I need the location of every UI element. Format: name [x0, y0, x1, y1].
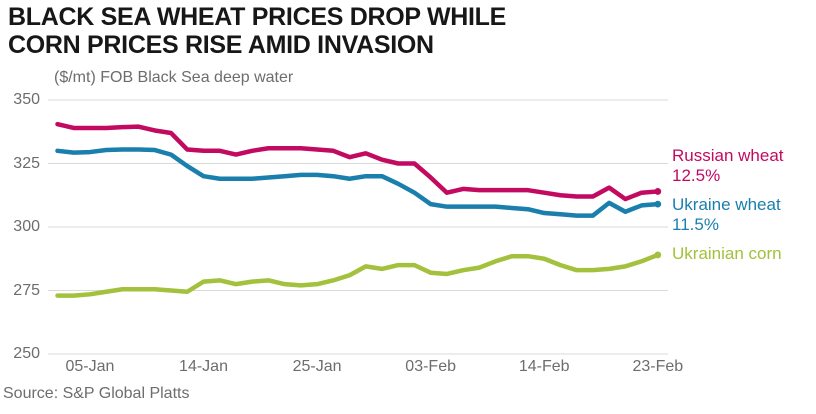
chart-title: BLACK SEA WHEAT PRICES DROP WHILE CORN P… — [8, 3, 506, 59]
y-tick-label-350: 350 — [13, 91, 40, 108]
russian-wheat-line — [55, 121, 661, 202]
x-tick-label-14-jan: 14-Jan — [179, 358, 228, 375]
series-label-ukrainian-corn-name: Ukrainian corn — [672, 244, 782, 263]
series-label-ukraine-wheat-pct: 11.5% — [672, 215, 719, 234]
x-tick-label-03-feb: 03-Feb — [405, 358, 456, 375]
ukraine-wheat-line — [55, 147, 661, 218]
series-label-russian-wheat-name: Russian wheat — [672, 146, 784, 165]
source-attribution: Source: S&P Global Platts — [3, 385, 190, 402]
chart-title-line1: BLACK SEA WHEAT PRICES DROP WHILE — [8, 3, 506, 31]
series-label-ukraine-wheat-name: Ukraine wheat — [672, 195, 781, 214]
x-tick-label-05-jan: 05-Jan — [65, 358, 115, 375]
chart-subtitle: ($/mt) FOB Black Sea deep water — [54, 69, 294, 86]
ukrainian-corn-end-dot — [654, 251, 662, 259]
series-label-ukraine-wheat: Ukraine wheat 11.5% — [672, 195, 781, 235]
ukraine-wheat-end-dot — [654, 200, 662, 208]
chart-title-line2: CORN PRICES RISE AMID INVASION — [8, 31, 434, 59]
y-tick-label-275: 275 — [13, 281, 40, 299]
ukrainian-corn-line — [55, 252, 661, 298]
series-label-russian-wheat-pct: 12.5% — [672, 166, 721, 185]
y-tick-label-300: 300 — [13, 218, 40, 235]
x-tick-label-25-jan: 25-Jan — [292, 358, 342, 375]
series-label-russian-wheat: Russian wheat 12.5% — [672, 146, 784, 186]
series-label-ukrainian-corn: Ukrainian corn — [672, 244, 782, 264]
x-tick-label-14-feb: 14-Feb — [518, 358, 570, 375]
russian-wheat-end-dot — [654, 188, 662, 195]
y-tick-label-325: 325 — [13, 154, 40, 172]
x-tick-label-23-feb: 23-Feb — [632, 358, 684, 375]
y-tick-label-250: 250 — [13, 345, 40, 362]
